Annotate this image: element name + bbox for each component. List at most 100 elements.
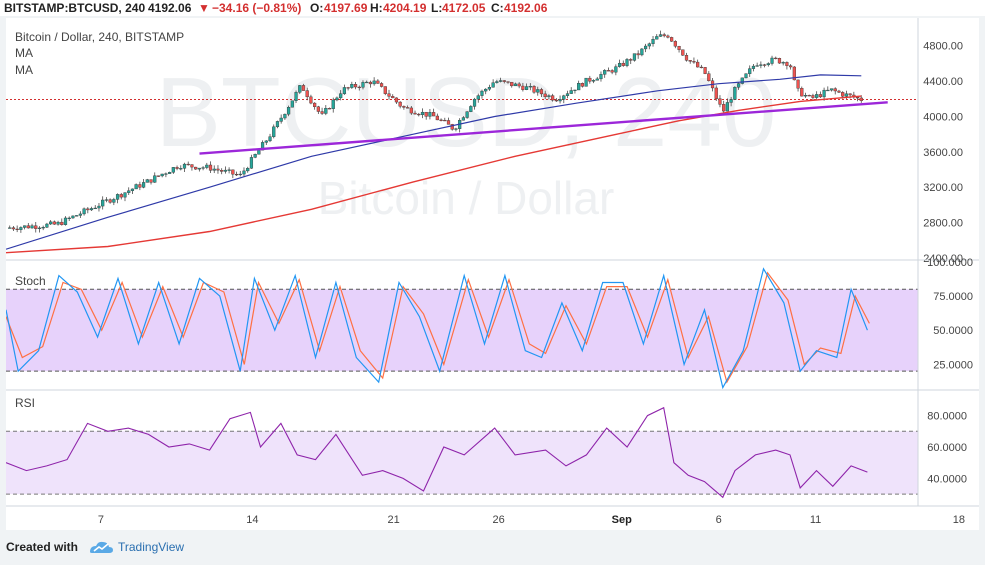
candle-body <box>149 179 153 183</box>
trendline[interactable] <box>199 101 888 155</box>
rsi-tick-label: 60.0000 <box>927 442 967 454</box>
candle-body <box>387 93 391 97</box>
candle-body <box>298 85 302 93</box>
candle-body <box>75 215 79 217</box>
candle-body <box>774 57 778 60</box>
candle-body <box>424 111 428 117</box>
candle-body <box>569 90 573 94</box>
candle-body <box>718 98 722 105</box>
candle-body <box>60 221 64 225</box>
rsi-pane: 80.0000 60.0000 40.0000 RSI <box>6 389 979 499</box>
candle-body <box>591 80 596 82</box>
candle-body <box>662 34 666 37</box>
candle-body <box>677 46 681 50</box>
candle-body <box>580 83 584 87</box>
candle-body <box>357 86 361 89</box>
candle-body <box>104 199 109 201</box>
candle-body <box>138 184 142 188</box>
candle-body <box>755 65 759 67</box>
candle-body <box>37 227 42 229</box>
candle-body <box>614 66 618 73</box>
candle-body <box>450 124 454 130</box>
candle-body <box>272 126 276 137</box>
candle-body <box>588 77 592 82</box>
stoch-k-line <box>6 267 868 390</box>
candle-body <box>833 88 837 92</box>
candle-body <box>335 97 339 101</box>
candle-body <box>688 60 692 62</box>
candle-body <box>848 93 852 96</box>
candle-body <box>684 55 689 61</box>
rsi-line <box>6 406 868 499</box>
candle-body <box>443 119 447 122</box>
candle-body <box>536 89 540 93</box>
stoch-pane: 100.0000 75.0000 50.0000 25.0000 Stoch <box>6 257 979 390</box>
candle-body <box>439 119 443 121</box>
candle-body <box>859 97 863 101</box>
candle-body <box>770 57 774 64</box>
candle-body <box>327 108 332 110</box>
candle-body <box>469 106 473 112</box>
candle-body <box>748 68 752 74</box>
high-label: H: <box>370 1 383 15</box>
candle-body <box>350 84 354 88</box>
time-tick-label: 14 <box>246 514 258 526</box>
candle-body <box>342 87 346 94</box>
candle-body <box>785 62 789 66</box>
stoch-title: Stoch <box>15 274 46 288</box>
candle-body <box>841 92 845 97</box>
candle-body <box>517 83 521 87</box>
price-tick-label: 2400.00 <box>923 253 963 265</box>
candle-body <box>432 112 436 117</box>
candle-body <box>636 53 640 56</box>
candle-body <box>803 95 808 97</box>
candle-body <box>249 157 254 169</box>
candle-body <box>837 90 841 93</box>
tradingview-brand[interactable]: TradingView <box>118 540 185 554</box>
candle-body <box>766 63 770 66</box>
candle-body <box>246 168 250 172</box>
candle-body <box>629 59 633 61</box>
legend-ma-2: MA <box>15 63 33 77</box>
candle-body <box>101 199 105 207</box>
candle-body <box>216 168 220 171</box>
candle-body <box>372 80 376 85</box>
candle-body <box>86 208 90 211</box>
candle-body <box>818 94 822 98</box>
candle-body <box>792 66 796 81</box>
candle-body <box>547 95 551 98</box>
open-label: O: <box>310 1 324 15</box>
candle-body <box>655 36 659 40</box>
candle-body <box>472 98 477 107</box>
candle-body <box>777 58 782 64</box>
candle-body <box>141 182 146 188</box>
candle-body <box>368 81 373 85</box>
candle-body <box>212 168 216 171</box>
candle-body <box>41 227 45 229</box>
price-change: −34.16 (−0.81%) <box>212 1 302 15</box>
stoch-tick-label: 50.0000 <box>933 325 973 337</box>
candle-body <box>796 79 800 89</box>
candle-body <box>625 59 629 66</box>
stoch-tick-label: 25.0000 <box>933 359 973 371</box>
low-label: L: <box>431 1 443 15</box>
legend-ma-1: MA <box>15 46 33 60</box>
footer: Created with TradingView <box>6 537 406 559</box>
watermark-name: Bitcoin / Dollar <box>318 172 615 224</box>
price-tick-label: 3600.00 <box>923 147 963 159</box>
candle-body <box>253 154 257 158</box>
chart-area[interactable]: BTCUSD, 240 Bitcoin / Dollar 4800.004400… <box>6 18 979 530</box>
candle-body <box>815 94 819 98</box>
time-tick-label: 21 <box>388 514 400 526</box>
candle-body <box>287 107 291 115</box>
open-value: 4197.69 <box>324 1 368 15</box>
candle-body <box>112 199 116 203</box>
candle-body <box>666 35 670 38</box>
time-tick-label: 11 <box>810 514 821 526</box>
candle-body <box>744 73 748 79</box>
candle-body <box>394 97 399 103</box>
candle-body <box>97 205 101 209</box>
candle-body <box>725 102 730 112</box>
time-tick-label: 18 <box>953 514 965 526</box>
ma-slow-line <box>6 95 862 254</box>
